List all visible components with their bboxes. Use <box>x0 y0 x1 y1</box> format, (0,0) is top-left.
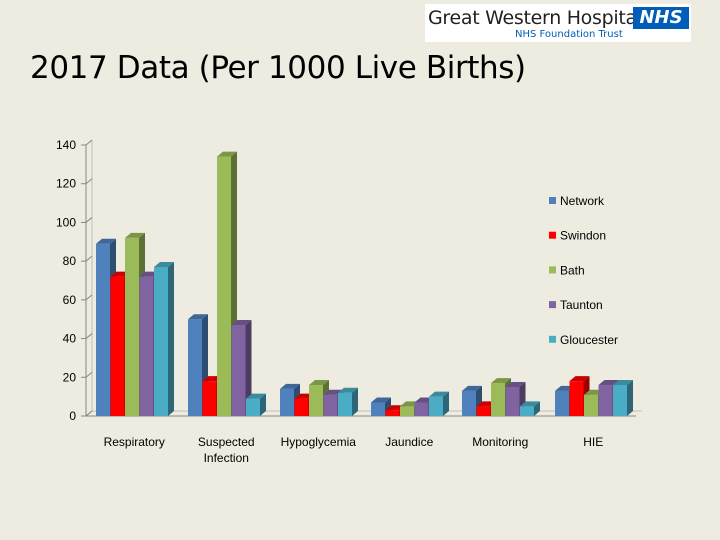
legend-swatch <box>549 335 556 343</box>
bar-top <box>217 151 237 157</box>
bar-top <box>96 238 116 244</box>
bar-top <box>505 381 526 387</box>
bar-top <box>246 393 266 399</box>
bar <box>280 388 294 416</box>
bar <box>462 390 476 416</box>
bar <box>569 381 584 416</box>
bar <box>476 406 491 416</box>
bar-top <box>309 380 329 386</box>
bar <box>110 276 125 416</box>
legend-swatch <box>549 301 556 309</box>
chart-title: 2017 Data (Per 1000 Live Births) <box>30 50 526 86</box>
y-tick-label: 40 <box>63 332 77 346</box>
bar-top <box>569 376 590 382</box>
bar <box>613 385 627 416</box>
y-tick-label: 140 <box>56 138 76 152</box>
y-tick-label: 120 <box>56 177 76 191</box>
legend-label: Taunton <box>560 298 603 312</box>
y-tick-depth <box>85 139 93 146</box>
bar-top <box>520 401 540 407</box>
bar <box>154 266 168 416</box>
bar <box>246 398 260 416</box>
bar <box>338 392 352 416</box>
legend-swatch <box>549 231 556 239</box>
bar <box>217 156 231 416</box>
legend-swatch <box>549 266 556 274</box>
bar <box>491 383 505 416</box>
bar-top <box>462 385 482 391</box>
bar <box>400 406 414 416</box>
bar-side <box>443 391 449 416</box>
legend-label: Gloucester <box>560 333 618 347</box>
bar-top <box>188 314 208 320</box>
bar <box>202 381 217 416</box>
y-tick-label: 0 <box>69 409 76 423</box>
bar <box>139 276 154 416</box>
bar-top <box>338 387 358 393</box>
bar-side <box>627 380 633 416</box>
bar <box>520 406 534 416</box>
y-tick-depth <box>85 178 93 185</box>
x-tick-label: HIE <box>583 435 603 449</box>
bar <box>505 386 520 416</box>
y-tick-depth <box>85 371 93 378</box>
bar-top <box>613 380 633 386</box>
bar-top <box>598 380 619 386</box>
y-tick-depth <box>85 333 93 339</box>
hospital-logo: Great Western Hospitals NHS NHS Foundati… <box>425 4 691 42</box>
x-tick-label: Hypoglycemia <box>281 435 357 449</box>
bar <box>584 394 598 416</box>
bar-side <box>245 320 252 416</box>
bar <box>309 385 323 416</box>
y-tick-label: 60 <box>63 293 77 307</box>
legend-label: Bath <box>560 263 585 277</box>
y-tick-depth <box>85 294 93 301</box>
bar-top <box>491 378 511 384</box>
bar <box>96 243 110 416</box>
bar-side <box>534 401 540 416</box>
bar <box>231 325 246 416</box>
bar <box>598 385 613 416</box>
bar <box>414 402 429 416</box>
bar-top <box>154 261 174 267</box>
y-tick-depth <box>85 255 93 262</box>
y-tick-label: 100 <box>56 215 76 229</box>
bar-side <box>168 261 174 416</box>
bar-top <box>371 397 391 403</box>
legend-swatch <box>549 197 556 204</box>
bar-top <box>125 232 145 238</box>
y-tick-depth <box>85 410 93 417</box>
legend-label: Network <box>560 194 605 208</box>
logo-name: Great Western Hospitals <box>428 7 652 29</box>
bar <box>188 319 202 416</box>
nhs-logo-badge: NHS <box>633 7 689 29</box>
bar-side <box>352 387 358 416</box>
x-tick-label: Monitoring <box>472 435 528 449</box>
x-tick-label: Suspected Infection <box>198 435 255 465</box>
x-tick-label: Respiratory <box>104 435 165 449</box>
bar <box>371 402 385 416</box>
bar-top <box>429 391 449 397</box>
y-tick-label: 20 <box>63 370 77 384</box>
bar-top <box>280 383 300 389</box>
bar <box>429 396 443 416</box>
y-tick-depth <box>85 217 93 223</box>
y-tick-label: 80 <box>63 254 77 268</box>
bar <box>323 394 338 416</box>
bar <box>294 398 309 416</box>
bar <box>555 390 569 416</box>
bar <box>385 410 400 416</box>
bar <box>125 237 139 416</box>
x-tick-label: Jaundice <box>385 435 433 449</box>
legend-label: Swindon <box>560 229 606 243</box>
bar-side <box>260 393 266 416</box>
logo-trust-name: NHS Foundation Trust <box>515 29 623 40</box>
bar-top <box>231 320 252 326</box>
